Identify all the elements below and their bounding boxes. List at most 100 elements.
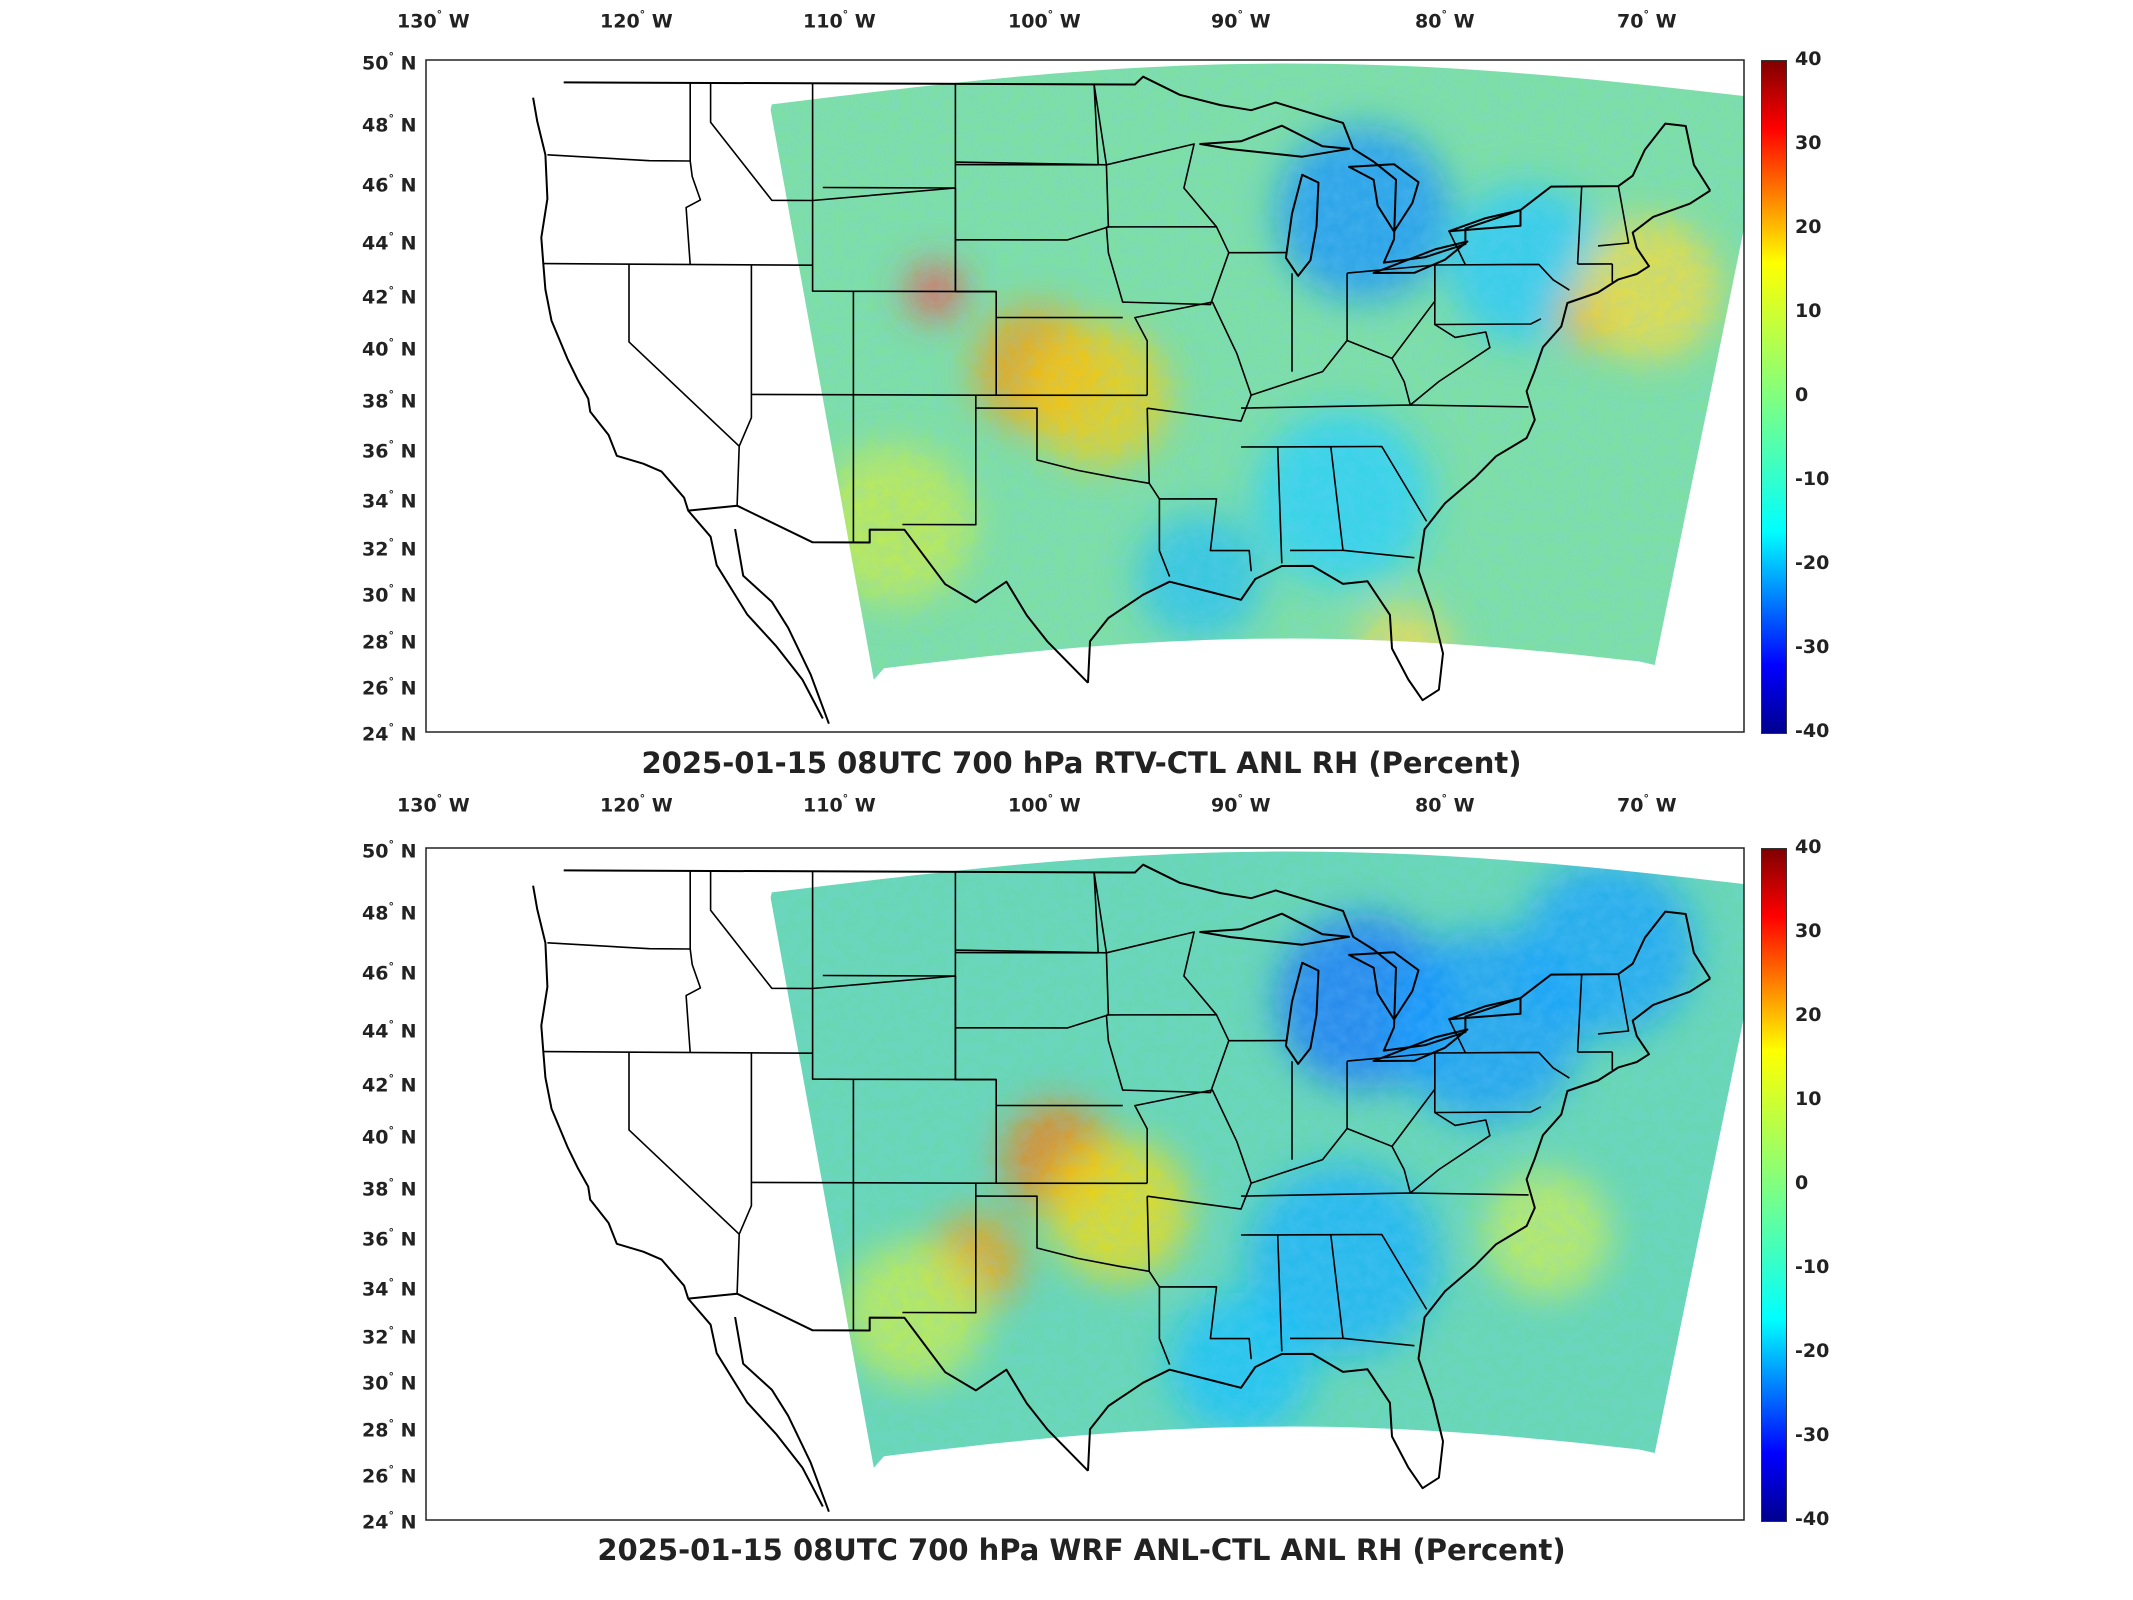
colorbar-tick-label: -20	[1795, 1340, 1830, 1362]
coastline	[688, 1292, 1089, 1472]
state-border	[955, 84, 1099, 166]
state-border	[955, 872, 1099, 954]
state-border	[685, 871, 702, 1053]
latitude-label: 28° N	[362, 629, 417, 654]
coastline	[532, 97, 824, 719]
colorbar-tick-label: 40	[1795, 48, 1822, 70]
colorbar-tick-label: -20	[1795, 552, 1830, 574]
state-border	[975, 407, 1171, 577]
state-border	[1240, 1234, 1283, 1352]
latitude-label: 32° N	[362, 1324, 417, 1349]
longitude-label: 100° W	[1008, 792, 1081, 817]
great-lake-outline	[1199, 124, 1351, 158]
colorbar-tick-label: -30	[1795, 1424, 1830, 1446]
latitude-label: 24° N	[362, 721, 417, 746]
longitude-label: 120° W	[600, 792, 673, 817]
panel-title: 2025-01-15 08UTC 700 hPa RTV-CTL ANL RH …	[641, 746, 1522, 780]
great-lake-outline	[1348, 951, 1420, 1021]
state-border	[1277, 1233, 1344, 1340]
latitude-label: 26° N	[362, 675, 417, 700]
state-border	[736, 264, 753, 506]
coastline	[688, 504, 1089, 684]
latitude-label: 30° N	[362, 1370, 417, 1395]
state-border	[1146, 1196, 1150, 1272]
boundaries	[532, 863, 1712, 1513]
map-panel-bottom: 2025-01-15 08UTC 700 hPa WRF ANL-CTL ANL…	[0, 788, 2133, 1600]
state-border	[1576, 974, 1583, 1053]
latitude-label: 34° N	[362, 488, 417, 513]
state-border	[1330, 445, 1428, 522]
map-frame	[425, 847, 1745, 1521]
state-border	[1134, 301, 1252, 422]
state-border	[975, 1195, 1171, 1365]
great-lake-outline	[1284, 173, 1320, 277]
longitude-label: 90° W	[1211, 8, 1271, 33]
state-border	[1434, 1053, 1542, 1114]
latitude-label: 50° N	[362, 50, 417, 75]
colorbar-tick-label: 30	[1795, 920, 1822, 942]
state-border	[811, 83, 997, 293]
latitude-label: 28° N	[362, 1417, 417, 1442]
great-lake-outline	[1372, 240, 1469, 274]
colorbar-tick-label: -40	[1795, 1508, 1830, 1530]
state-border	[1093, 872, 1218, 1016]
state-border	[709, 871, 956, 990]
map-canvas	[425, 59, 1745, 733]
state-border	[1409, 323, 1491, 406]
latitude-label: 40° N	[362, 1124, 417, 1149]
latitude-label: 38° N	[362, 388, 417, 413]
great-lake-outline	[1284, 961, 1320, 1065]
colorbar-tick-label: 10	[1795, 1088, 1822, 1110]
latitude-label: 24° N	[362, 1509, 417, 1534]
map-frame	[425, 59, 1745, 733]
longitude-label: 110° W	[803, 8, 876, 33]
colorbar	[1761, 848, 1787, 1522]
state-border	[628, 264, 740, 447]
state-border	[1434, 263, 1570, 291]
colorbar-tick-label: 20	[1795, 1004, 1822, 1026]
map-panel-top: 2025-01-15 08UTC 700 hPa RTV-CTL ANL RH …	[362, 8, 1830, 780]
great-lake-outline	[1372, 1028, 1469, 1062]
colorbar-tick-label: 10	[1795, 300, 1822, 322]
state-border	[1597, 973, 1630, 1035]
latitude-label: 46° N	[362, 172, 417, 197]
boundaries	[532, 75, 1712, 725]
state-border	[1093, 84, 1218, 228]
state-border	[902, 395, 977, 526]
state-border	[736, 1052, 753, 1294]
colorbar-tick-label: 20	[1795, 216, 1822, 238]
state-border	[685, 83, 702, 265]
longitude-label: 130° W	[397, 8, 470, 33]
colorbar-tick-label: -30	[1795, 636, 1830, 658]
state-border	[1250, 339, 1412, 406]
colorbar-tick-label: 0	[1795, 384, 1809, 406]
latitude-label: 38° N	[362, 1176, 417, 1201]
colorbar-tick-label: 40	[1795, 836, 1822, 858]
map-canvas	[425, 847, 1745, 1521]
great-lake-outline	[1448, 209, 1522, 233]
state-border	[543, 1050, 813, 1054]
colorbar-tick-label: -40	[1795, 720, 1830, 742]
state-border	[822, 186, 956, 189]
latitude-label: 48° N	[362, 900, 417, 925]
state-border	[1448, 230, 1467, 266]
latitude-label: 48° N	[362, 112, 417, 137]
longitude-label: 70° W	[1617, 792, 1677, 817]
great-lake-outline	[1348, 163, 1420, 233]
state-border	[1159, 498, 1252, 572]
coastline	[1087, 189, 1711, 702]
coastline	[734, 1316, 830, 1513]
state-border	[709, 83, 956, 202]
state-border	[543, 262, 813, 266]
state-border	[547, 154, 691, 162]
latitude-label: 40° N	[362, 336, 417, 361]
latitude-label: 44° N	[362, 1018, 417, 1043]
great-lake-outline	[1199, 912, 1351, 946]
state-border	[1330, 1233, 1428, 1310]
state-border	[1434, 1051, 1570, 1079]
latitude-label: 26° N	[362, 1463, 417, 1488]
latitude-label: 32° N	[362, 536, 417, 561]
state-border	[628, 1052, 740, 1235]
longitude-label: 80° W	[1415, 792, 1475, 817]
latitude-label: 42° N	[362, 1072, 417, 1097]
